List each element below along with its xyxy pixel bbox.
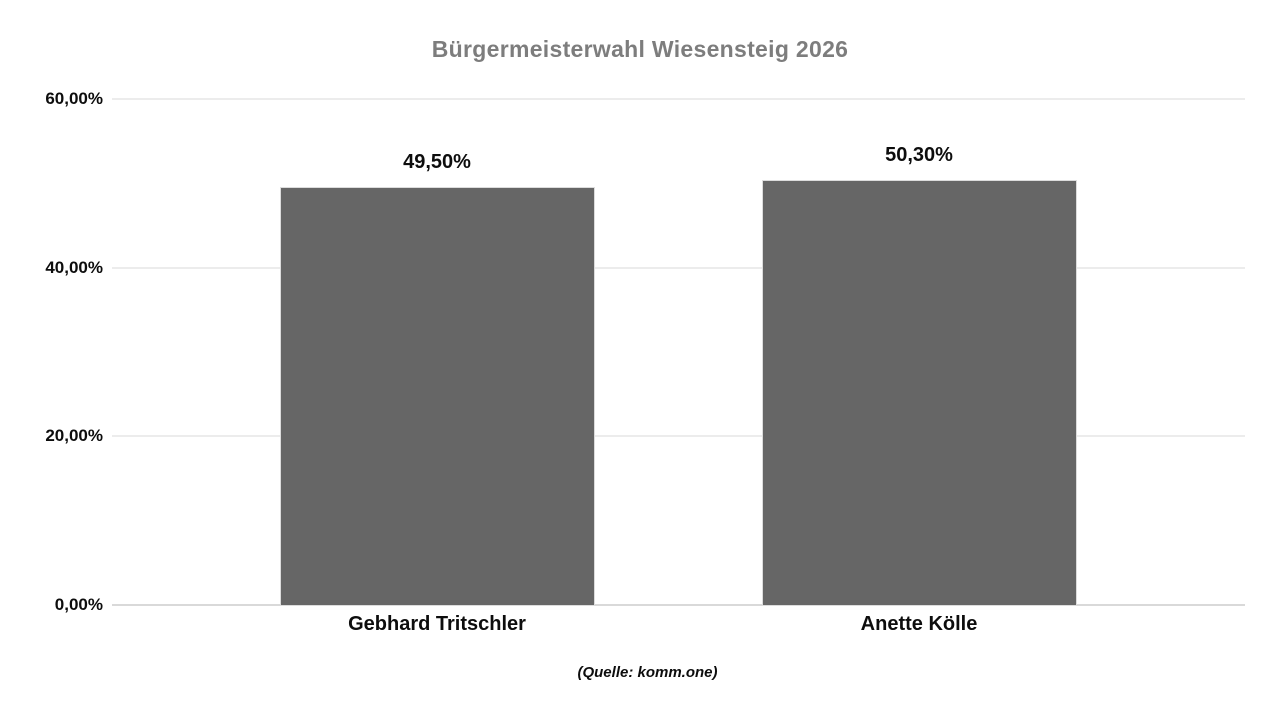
gridline	[112, 604, 1245, 606]
gridline	[112, 98, 1245, 100]
y-axis-tick-label: 0,00%	[54, 595, 103, 614]
x-axis-category-label: Gebhard Tritschler	[348, 613, 526, 635]
gridline	[112, 435, 1245, 438]
y-axis-tick-label: 40,00%	[45, 257, 103, 277]
bar-value-label: 50,30%	[885, 143, 953, 166]
chart-title: Bürgermeisterwahl Wiesensteig 2026	[431, 36, 849, 62]
x-axis-category-label: Anette Kölle	[860, 613, 978, 635]
source-note: (Quelle: komm.one)	[577, 664, 718, 681]
bar-value-label: 49,50%	[403, 150, 471, 173]
gridline	[112, 266, 1245, 269]
y-axis-tick-label: 60,00%	[45, 89, 103, 108]
bar-0	[279, 186, 595, 606]
bar-1	[761, 179, 1077, 606]
y-axis-tick-label: 20,00%	[45, 426, 103, 446]
